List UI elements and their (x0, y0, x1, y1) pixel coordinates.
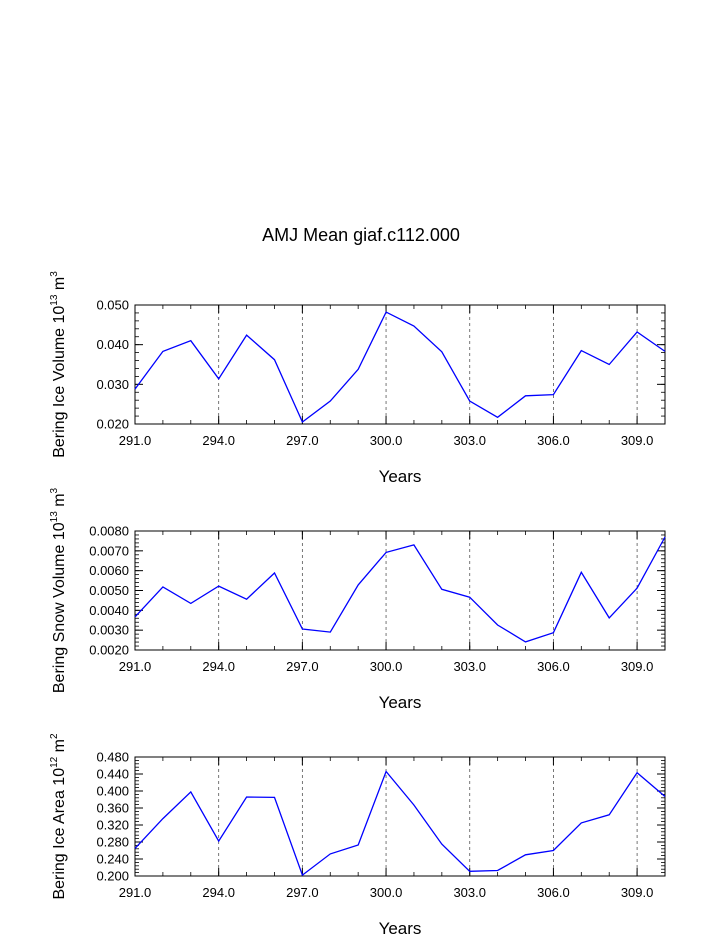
x-tick-label: 306.0 (537, 659, 570, 674)
y-tick-label: 0.440 (96, 767, 129, 782)
x-tick-label: 309.0 (621, 659, 654, 674)
x-tick-label: 294.0 (202, 433, 235, 448)
x-tick-label: 309.0 (621, 433, 654, 448)
x-axis-label: Years (379, 919, 422, 935)
x-tick-label: 300.0 (370, 433, 403, 448)
plot-frame (134, 304, 666, 425)
x-tick-label: 303.0 (453, 659, 486, 674)
y-tick-label: 0.040 (96, 337, 129, 352)
y-tick-label: 0.360 (96, 801, 129, 816)
x-tick-label: 306.0 (537, 885, 570, 900)
y-tick-label: 0.0050 (89, 583, 129, 598)
series-line (134, 311, 666, 424)
y-axis-label: Bering Snow Volume 1013 m3 (49, 487, 68, 693)
figure-title: AMJ Mean giaf.c112.000 (262, 225, 460, 245)
x-tick-label: 300.0 (370, 885, 403, 900)
x-tick-label: 297.0 (286, 659, 319, 674)
x-tick-label: 291.0 (119, 433, 152, 448)
y-tick-label: 0.0020 (89, 643, 129, 658)
y-tick-label: 0.200 (96, 869, 129, 884)
chart-panel-3: 291.0 294.0 297.0 300.0 303.0 306.0 309.0 0.200… (49, 733, 666, 935)
x-axis-label: Years (379, 467, 422, 486)
x-tick-label: 291.0 (119, 659, 152, 674)
x-tick-label: 297.0 (286, 433, 319, 448)
y-tick-label: 0.020 (96, 417, 129, 432)
y-tick-label: 0.280 (96, 835, 129, 850)
x-tick-label: 294.0 (202, 885, 235, 900)
x-tick-label: 300.0 (370, 659, 403, 674)
x-tick-label: 303.0 (453, 433, 486, 448)
plot-frame (134, 530, 666, 651)
y-tick-label: 0.240 (96, 852, 129, 867)
x-tick-label: 309.0 (621, 885, 654, 900)
series-line (134, 536, 666, 643)
plot-frame (134, 756, 666, 877)
y-tick-label: 0.0030 (89, 623, 129, 638)
y-axis-label: Bering Ice Area 1012 m2 (49, 733, 68, 900)
y-tick-label: 0.050 (96, 298, 129, 313)
x-tick-label: 297.0 (286, 885, 319, 900)
chart-panel-2: 291.0 294.0 297.0 300.0 303.0 306.0 309.0 0.002… (49, 487, 666, 712)
y-tick-label: 0.0040 (89, 603, 129, 618)
x-tick-label: 303.0 (453, 885, 486, 900)
y-tick-label: 0.400 (96, 784, 129, 799)
x-axis-label: Years (379, 693, 422, 712)
y-tick-label: 0.0080 (89, 524, 129, 539)
y-tick-label: 0.0070 (89, 543, 129, 558)
y-axis-label: Bering Ice Volume 1013 m3 (49, 271, 68, 458)
x-tick-label: 291.0 (119, 885, 152, 900)
y-tick-label: 0.030 (96, 377, 129, 392)
x-tick-label: 294.0 (202, 659, 235, 674)
series-line (134, 770, 666, 877)
x-tick-label: 306.0 (537, 433, 570, 448)
chart-panel-1: 291.0 294.0 297.0 300.0 303.0 306.0 309.0 0.020… (49, 271, 666, 486)
y-tick-label: 0.320 (96, 818, 129, 833)
y-tick-label: 0.0060 (89, 563, 129, 578)
chart-panels: 291.0 294.0 297.0 300.0 303.0 306.0 309.0 0.020… (49, 271, 666, 935)
y-tick-label: 0.480 (96, 750, 129, 765)
